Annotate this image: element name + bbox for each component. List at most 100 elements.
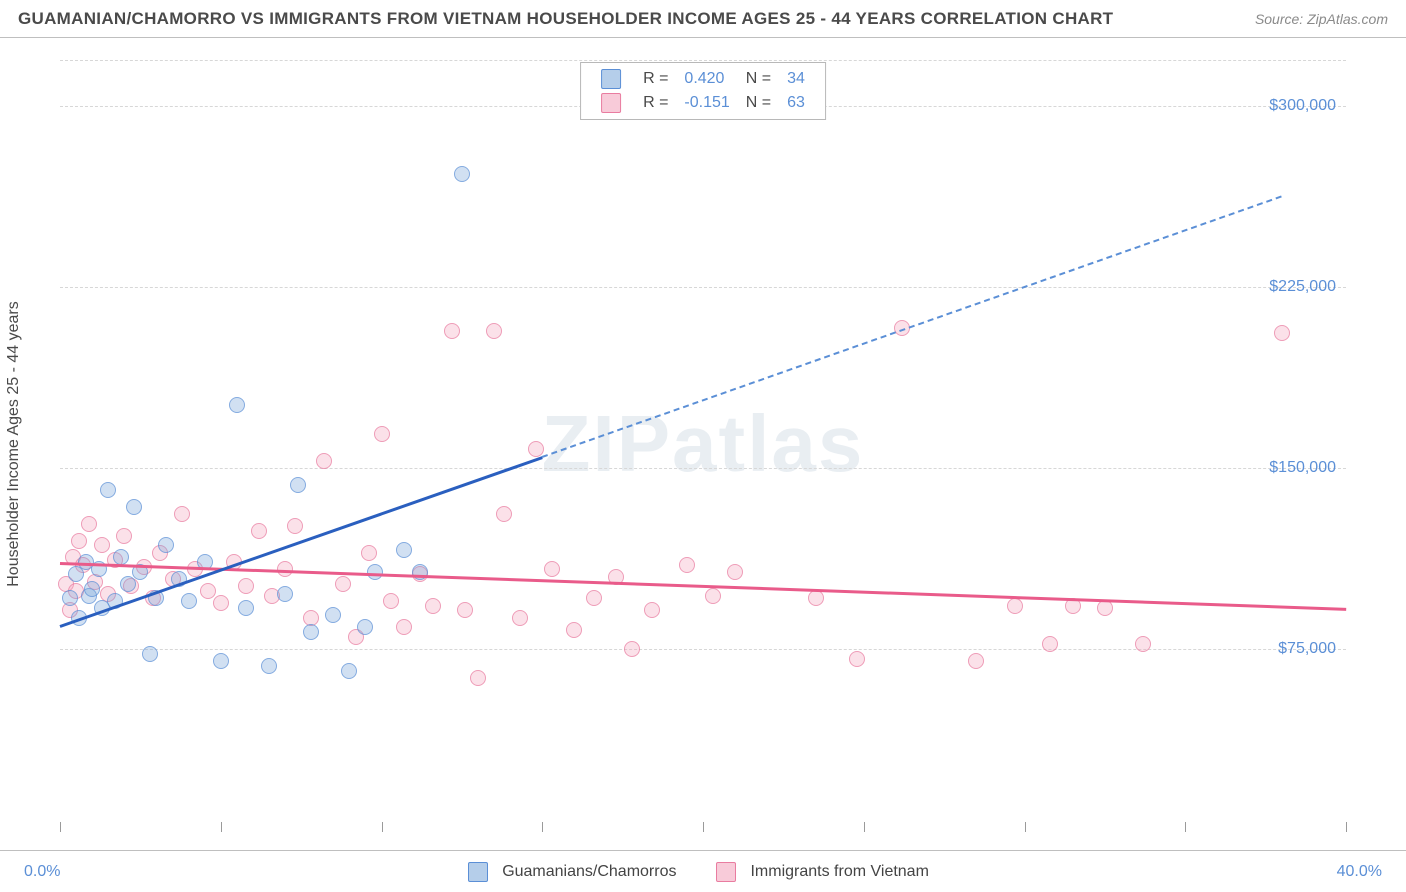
n-label: N = xyxy=(738,67,779,91)
series1-point xyxy=(238,578,254,594)
series1-point xyxy=(396,619,412,635)
series1-point xyxy=(679,557,695,573)
series0-point xyxy=(229,397,245,413)
series1-point xyxy=(457,602,473,618)
series0-point xyxy=(120,576,136,592)
series1-point xyxy=(94,537,110,553)
x-tick xyxy=(542,822,543,832)
series1-point xyxy=(174,506,190,522)
y-tick-label: $225,000 xyxy=(1269,278,1336,296)
series0-trend-line-dashed xyxy=(542,196,1282,458)
r-label: R = xyxy=(635,91,676,115)
legend-stats-row: R = 0.420 N = 34 xyxy=(593,67,813,91)
series0-point xyxy=(158,537,174,553)
series1-point xyxy=(486,323,502,339)
series1-point xyxy=(544,561,560,577)
x-tick xyxy=(1185,822,1186,832)
legend-label: Immigrants from Vietnam xyxy=(750,863,928,881)
r-value: -0.151 xyxy=(676,91,737,115)
series0-point xyxy=(325,607,341,623)
chart-title: GUAMANIAN/CHAMORRO VS IMMIGRANTS FROM VI… xyxy=(18,9,1113,29)
n-label: N = xyxy=(738,91,779,115)
x-tick xyxy=(1025,822,1026,832)
series1-point xyxy=(808,590,824,606)
x-tick xyxy=(864,822,865,832)
source-label: Source: ZipAtlas.com xyxy=(1255,11,1388,27)
bottom-bar: 0.0% Guamanians/Chamorros Immigrants fro… xyxy=(0,850,1406,892)
y-tick-label: $150,000 xyxy=(1269,459,1336,477)
series1-point xyxy=(528,441,544,457)
watermark-atlas: atlas xyxy=(672,399,864,488)
series0-point xyxy=(261,658,277,674)
r-label: R = xyxy=(635,67,676,91)
series1-point xyxy=(727,564,743,580)
series1-point xyxy=(200,583,216,599)
x-tick xyxy=(221,822,222,832)
watermark-zip: ZIP xyxy=(542,399,672,488)
series0-point xyxy=(357,619,373,635)
watermark: ZIPatlas xyxy=(542,398,865,490)
gridline xyxy=(60,60,1346,61)
chart-area: Householder Income Ages 25 - 44 years ZI… xyxy=(0,38,1406,850)
series0-swatch-icon xyxy=(468,862,488,882)
series0-point xyxy=(62,590,78,606)
series0-swatch-icon xyxy=(601,69,621,89)
series1-point xyxy=(644,602,660,618)
legend-stats-table: R = 0.420 N = 34 R = -0.151 N = 63 xyxy=(593,67,813,115)
series0-point xyxy=(277,586,293,602)
series0-point xyxy=(142,646,158,662)
bottom-legend: Guamanians/Chamorros Immigrants from Vie… xyxy=(468,862,929,882)
series1-point xyxy=(496,506,512,522)
series1-point xyxy=(213,595,229,611)
x-axis-max-label: 40.0% xyxy=(1337,863,1382,881)
series1-point xyxy=(1007,598,1023,614)
series0-point xyxy=(367,564,383,580)
x-tick xyxy=(382,822,383,832)
series1-point xyxy=(383,593,399,609)
series1-point xyxy=(81,516,97,532)
series1-point xyxy=(470,670,486,686)
series0-point xyxy=(290,477,306,493)
n-value: 34 xyxy=(779,67,813,91)
legend-label: Guamanians/Chamorros xyxy=(502,863,676,881)
series1-point xyxy=(849,651,865,667)
gridline xyxy=(60,468,1346,469)
series0-point xyxy=(213,653,229,669)
series0-point xyxy=(238,600,254,616)
series1-swatch-icon xyxy=(716,862,736,882)
series1-point xyxy=(251,523,267,539)
series1-point xyxy=(566,622,582,638)
y-tick-label: $75,000 xyxy=(1278,640,1336,658)
legend-item: Immigrants from Vietnam xyxy=(716,862,928,882)
legend-item: Guamanians/Chamorros xyxy=(468,862,676,882)
series1-point xyxy=(335,576,351,592)
series0-point xyxy=(181,593,197,609)
x-tick xyxy=(703,822,704,832)
series1-point xyxy=(624,641,640,657)
series1-point xyxy=(1274,325,1290,341)
r-value: 0.420 xyxy=(676,67,737,91)
series1-point xyxy=(512,610,528,626)
x-tick xyxy=(1346,822,1347,832)
series1-point xyxy=(374,426,390,442)
series0-point xyxy=(126,499,142,515)
series0-point xyxy=(396,542,412,558)
series1-point xyxy=(444,323,460,339)
series0-point xyxy=(341,663,357,679)
series1-point xyxy=(586,590,602,606)
series0-point xyxy=(84,581,100,597)
n-value: 63 xyxy=(779,91,813,115)
series1-swatch-icon xyxy=(601,93,621,113)
legend-stats-row: R = -0.151 N = 63 xyxy=(593,91,813,115)
series1-point xyxy=(968,653,984,669)
series1-point xyxy=(705,588,721,604)
series1-point xyxy=(425,598,441,614)
series1-point xyxy=(361,545,377,561)
series1-point xyxy=(71,533,87,549)
series0-point xyxy=(454,166,470,182)
plot-region: ZIPatlas $75,000$150,000$225,000$300,000 xyxy=(60,58,1346,830)
gridline xyxy=(60,287,1346,288)
series1-point xyxy=(1042,636,1058,652)
x-tick xyxy=(60,822,61,832)
series0-point xyxy=(303,624,319,640)
